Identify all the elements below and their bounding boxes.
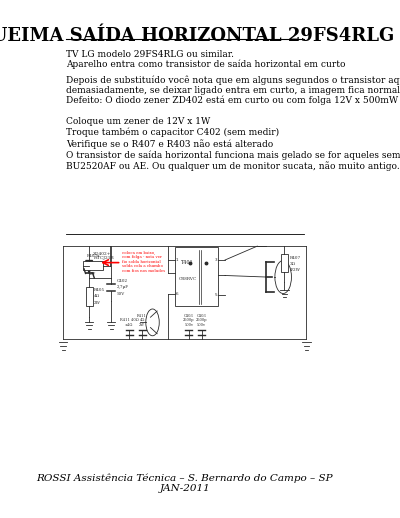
- FancyBboxPatch shape: [86, 287, 92, 307]
- FancyBboxPatch shape: [281, 254, 288, 272]
- Text: R405: R405: [94, 287, 105, 292]
- Text: C402: C402: [116, 279, 128, 283]
- Text: 3: 3: [215, 258, 217, 262]
- Text: C403
2500p
500v: C403 2500p 500v: [196, 314, 208, 327]
- Text: R407x: R407x: [86, 254, 100, 258]
- Text: JAN-2011: JAN-2011: [160, 484, 210, 493]
- Text: QUEIMA SAÍDA HORIZONTAL 29FS4RLG: QUEIMA SAÍDA HORIZONTAL 29FS4RLG: [0, 24, 394, 45]
- Text: 2,7µF: 2,7µF: [116, 285, 128, 289]
- Text: T401: T401: [181, 260, 194, 265]
- Text: 5: 5: [215, 293, 217, 297]
- Text: CR8RVC: CR8RVC: [179, 277, 197, 281]
- FancyBboxPatch shape: [174, 247, 218, 307]
- Text: Defeito: O diodo zener ZD402 está em curto ou com folga 12V x 500mW: Defeito: O diodo zener ZD402 está em cur…: [66, 95, 398, 105]
- Text: 50V: 50V: [116, 292, 124, 296]
- Text: 1: 1: [176, 258, 178, 262]
- Polygon shape: [86, 261, 92, 274]
- Text: WV: WV: [89, 272, 97, 276]
- Text: 4Ω: 4Ω: [94, 294, 100, 298]
- Text: coloca em baixo,
com folga - nota ver
fio solda horizontal
solda cola a chumbo
c: coloca em baixo, com folga - nota ver fi…: [122, 250, 165, 274]
- Text: R407: R407: [290, 256, 301, 260]
- Text: 3Ω: 3Ω: [290, 262, 296, 266]
- Text: Coloque um zener de 12V x 1W
Troque também o capacitor C402 (sem medir)
Verifiqu: Coloque um zener de 12V x 1W Troque tamb…: [66, 117, 400, 171]
- Text: Aparelho entra como transistor de saída horizontal em curto: Aparelho entra como transistor de saída …: [66, 60, 345, 69]
- Text: R411 40Ω
±4Ω: R411 40Ω ±4Ω: [120, 319, 139, 327]
- Text: Depois de substituído você nota que em alguns segundos o transistor aquece
demas: Depois de substituído você nota que em a…: [66, 76, 400, 95]
- Text: 6: 6: [176, 292, 178, 296]
- Text: TV LG modelo 29FS4RLG ou similar.: TV LG modelo 29FS4RLG ou similar.: [66, 50, 234, 60]
- Text: HTCJ21B: HTCJ21B: [93, 256, 114, 261]
- Text: ROSSI Assistência Técnica – S. Bernardo do Campo – SP: ROSSI Assistência Técnica – S. Bernardo …: [36, 473, 333, 483]
- Text: 1/2W: 1/2W: [290, 268, 300, 272]
- Text: 2W: 2W: [94, 301, 101, 305]
- Text: R411
4Ω
2W: R411 4Ω 2W: [137, 314, 147, 327]
- Text: C403
2500p
500v: C403 2500p 500v: [183, 314, 194, 327]
- FancyBboxPatch shape: [83, 261, 103, 270]
- Text: ZD402+: ZD402+: [93, 252, 112, 256]
